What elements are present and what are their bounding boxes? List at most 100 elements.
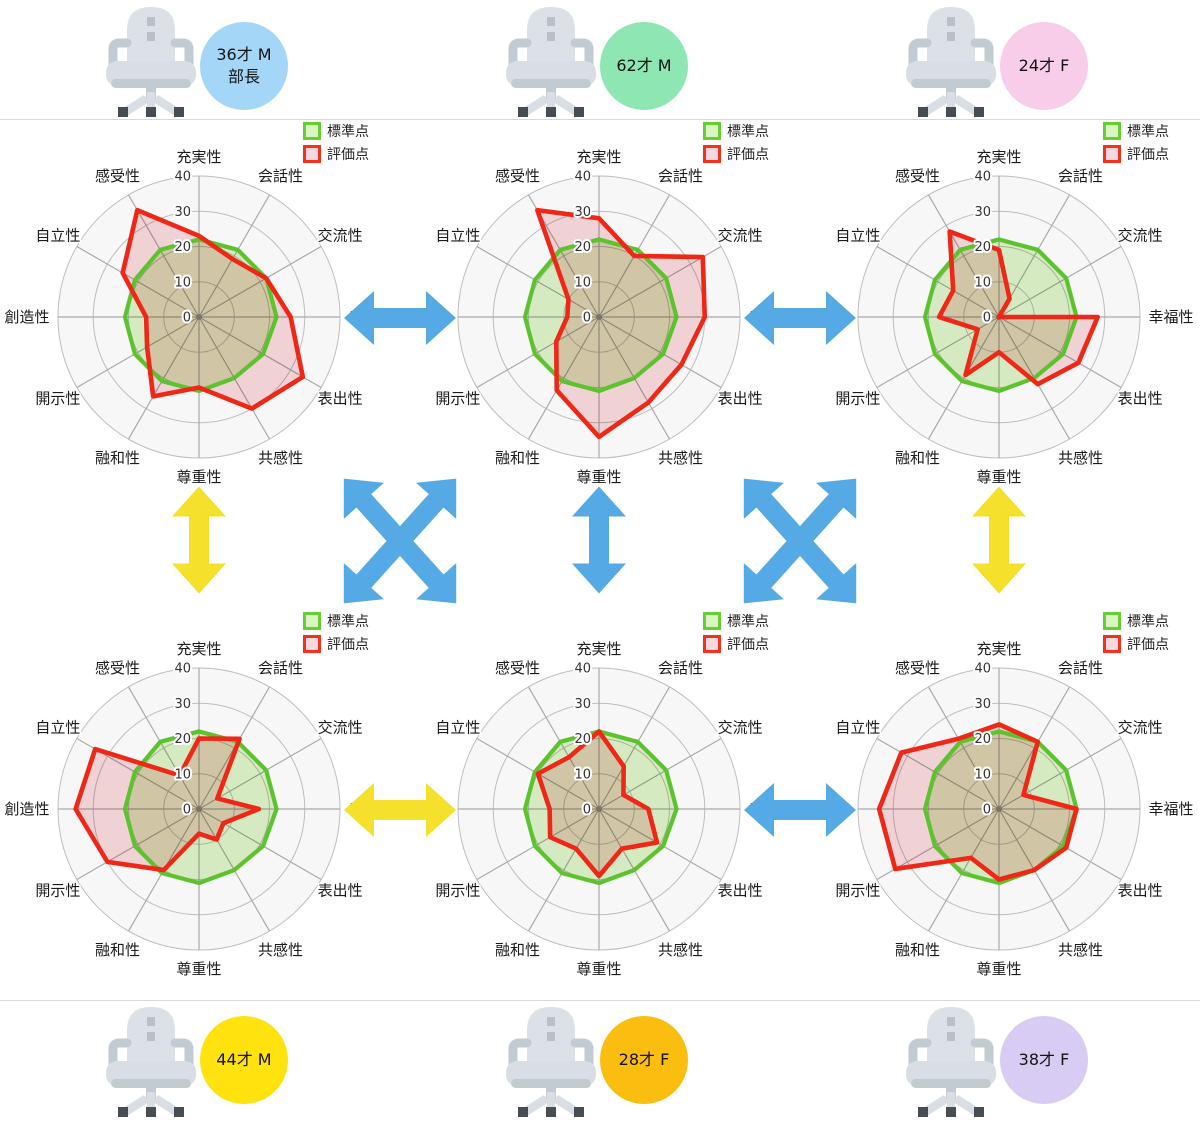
axis-label: 充実性 [976,148,1021,166]
axis-label: 表出性 [1118,390,1163,408]
person-card-bottom-left: 44才 M [0,1000,300,1115]
legend-row-standard: 標準点 [303,122,369,140]
standard-label: 標準点 [727,124,769,140]
axis-label: 融和性 [895,449,940,467]
axis-label: 表出性 [318,882,363,900]
axis-label: 充実性 [976,640,1021,658]
legend-row-standard: 標準点 [703,122,769,140]
axis-label: 会話性 [658,659,703,677]
radial-tick-label: 30 [174,697,191,712]
radial-tick-label: 0 [983,311,991,326]
evaluation-label: 評価点 [327,147,369,163]
axis-label: 尊重性 [176,468,221,486]
radial-tick-label: 40 [974,662,991,677]
chart-legend: 標準点 評価点 [703,612,769,653]
person-badge-line1: 44才 M [216,1050,272,1070]
radial-tick-label: 30 [174,205,191,220]
axis-label: 創造性 [804,800,849,818]
legend-row-standard: 標準点 [703,612,769,630]
axis-label: 尊重性 [976,960,1021,978]
office-chair-icon [906,4,996,117]
standard-label: 標準点 [727,614,769,630]
radial-tick-label: 30 [974,697,991,712]
axis-label: 創造性 [804,308,849,326]
axis-label: 融和性 [495,941,540,959]
axis-label: 尊重性 [576,468,621,486]
evaluation-series-polygon [535,207,708,440]
radial-tick-label: 40 [974,170,991,185]
person-badge: 62才 M [600,22,688,110]
radial-tick-label: 30 [974,205,991,220]
axis-label: 融和性 [95,449,140,467]
axis-label: 尊重性 [576,960,621,978]
axis-label: 自立性 [35,719,80,737]
chart-legend: 標準点 評価点 [1103,122,1169,163]
legend-row-evaluation: 評価点 [1103,145,1169,163]
radial-tick-label: 20 [974,240,991,255]
axis-label: 感受性 [95,167,140,185]
radial-tick-label: 40 [574,170,591,185]
axis-label: 共感性 [658,449,703,467]
radial-tick-label: 20 [574,732,591,747]
axis-label: 表出性 [718,882,763,900]
evaluation-label: 評価点 [327,637,369,653]
standard-series-polygon [522,729,679,886]
axis-label: 幸福性 [348,800,393,818]
axis-label: 共感性 [1058,449,1103,467]
axis-label: 自立性 [835,719,880,737]
axis-label: 開示性 [35,882,80,900]
person-badge-line1: 62才 M [616,56,672,76]
office-chair-icon [506,4,596,117]
legend-row-evaluation: 評価点 [303,145,369,163]
evaluation-swatch [303,145,321,163]
person-badge: 36才 M 部長 [200,22,288,110]
standard-label: 標準点 [1127,614,1169,630]
chart-legend: 標準点 評価点 [1103,612,1169,653]
axis-label: 創造性 [404,308,449,326]
radial-tick-label: 20 [574,240,591,255]
person-badge-line2: 部長 [227,67,260,86]
axis-label: 感受性 [95,659,140,677]
axis-label: 幸福性 [1148,800,1193,818]
radial-tick-label: 0 [183,311,191,326]
chart-panel-4: 0 10 20 30 40 充実性 会話性 交流性 幸福性 表出性 共感性 尊重性 融和性 開示性 創造性 自… [0,540,400,1000]
axis-label: 幸福性 [748,308,793,326]
person-badge: 24才 F [1000,22,1088,110]
axis-label: 共感性 [258,449,303,467]
standard-label: 標準点 [327,614,369,630]
axis-label: 充実性 [176,148,221,166]
office-chair-icon [106,1004,196,1117]
axis-label: 自立性 [35,227,80,245]
legend-row-standard: 標準点 [1103,122,1169,140]
radial-tick-label: 0 [983,803,991,818]
radial-tick-label: 20 [174,240,191,255]
office-chair-icon [506,1004,596,1117]
person-card-top-middle: 62才 M [400,0,700,115]
radial-tick-label: 10 [574,767,591,782]
person-badge-line1: 36才 M [216,45,272,65]
axis-label: 自立性 [835,227,880,245]
evaluation-label: 評価点 [727,147,769,163]
radial-tick-label: 10 [174,275,191,290]
axis-label: 会話性 [258,659,303,677]
axis-label: 交流性 [1118,719,1163,737]
axis-label: 融和性 [95,941,140,959]
radial-tick-label: 10 [974,275,991,290]
chart-legend: 標準点 評価点 [303,122,369,163]
radial-tick-label: 0 [583,311,591,326]
legend-row-evaluation: 評価点 [703,635,769,653]
evaluation-series-polygon [120,207,306,411]
office-chair-icon [106,4,196,117]
axis-label: 会話性 [658,167,703,185]
evaluation-swatch [1103,635,1121,653]
radial-tick-label: 30 [574,697,591,712]
legend-row-standard: 標準点 [1103,612,1169,630]
axis-label: 共感性 [1058,941,1103,959]
axis-label: 共感性 [658,941,703,959]
person-badge: 44才 M [200,1016,288,1104]
